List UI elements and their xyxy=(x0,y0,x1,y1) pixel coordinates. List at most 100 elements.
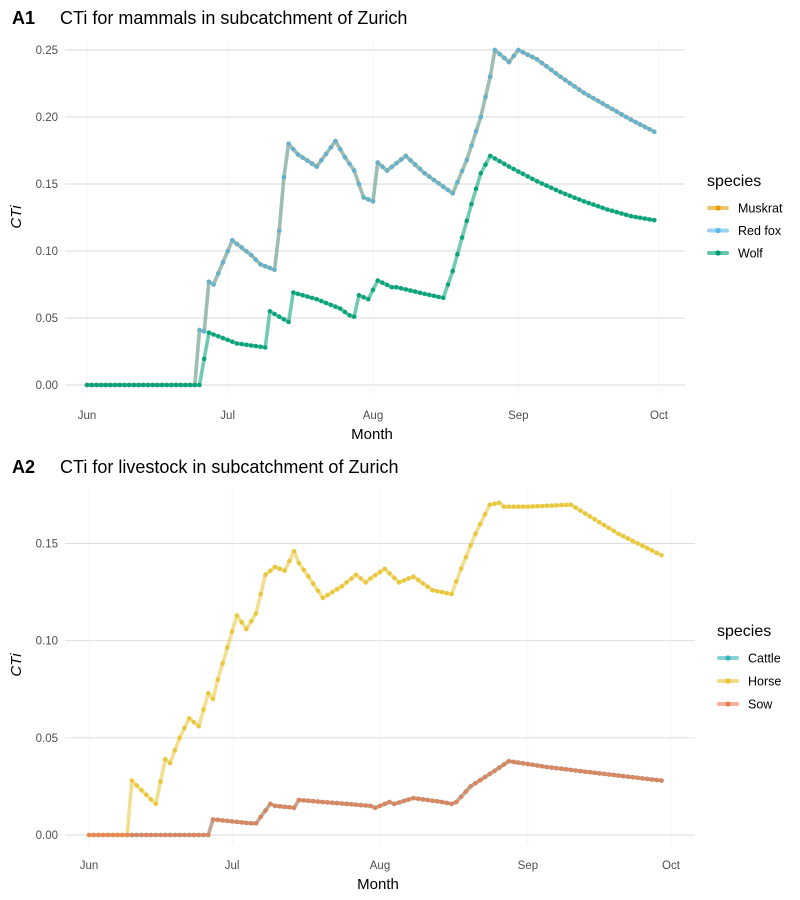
data-point-wolf xyxy=(548,185,554,191)
data-point-red-fox xyxy=(464,157,470,163)
x-tick-labels-a1: Jun Jul Aug Sep Oct xyxy=(78,410,669,422)
data-point-wolf xyxy=(600,205,605,211)
series-lines-a2 xyxy=(87,500,664,837)
legend-label-wolf: Wolf xyxy=(738,247,763,261)
data-point-horse xyxy=(549,503,554,508)
data-point-wolf xyxy=(403,287,409,292)
data-point-wolf xyxy=(262,345,268,350)
data-point-sow xyxy=(411,795,416,801)
data-point-wolf xyxy=(103,382,109,388)
data-point-wolf xyxy=(412,289,418,294)
data-point-horse xyxy=(248,619,254,624)
data-point-horse xyxy=(382,566,388,572)
data-point-wolf xyxy=(248,343,254,348)
legend-a1: species Muskrat Red fox Wolf xyxy=(707,173,783,261)
data-point-wolf xyxy=(145,382,151,388)
data-point-wolf xyxy=(487,153,493,159)
data-point-red-fox xyxy=(267,265,273,271)
data-point-wolf xyxy=(497,158,502,164)
data-point-red-fox xyxy=(637,122,643,127)
data-point-wolf xyxy=(211,332,216,337)
data-point-red-fox xyxy=(366,197,371,202)
data-point-wolf xyxy=(309,295,315,301)
data-point-red-fox xyxy=(323,151,329,157)
data-point-wolf xyxy=(581,199,587,204)
data-point-horse xyxy=(153,801,159,807)
data-point-sow xyxy=(358,802,364,808)
series-line-horse xyxy=(87,500,664,837)
data-point-sow xyxy=(172,832,178,838)
data-point-red-fox xyxy=(473,129,479,134)
data-point-sow xyxy=(377,803,383,809)
legend-label-sow: Sow xyxy=(748,698,773,712)
data-point-wolf xyxy=(84,382,90,388)
data-point-wolf xyxy=(506,164,512,169)
data-point-horse xyxy=(315,588,321,594)
data-point-wolf xyxy=(422,291,427,297)
data-point-wolf xyxy=(558,189,563,195)
gridlines-a1 xyxy=(65,40,685,395)
data-point-sow xyxy=(272,803,278,809)
y-tick-label: 0.25 xyxy=(36,45,58,57)
data-point-red-fox xyxy=(403,153,409,159)
data-point-horse xyxy=(210,696,216,702)
data-point-red-fox xyxy=(244,249,249,254)
data-point-horse xyxy=(587,514,593,519)
series-points-a1 xyxy=(84,47,657,388)
data-point-wolf xyxy=(286,319,291,325)
data-point-red-fox xyxy=(258,262,263,267)
data-point-sow xyxy=(210,817,216,822)
data-point-sow xyxy=(372,805,378,811)
data-point-red-fox xyxy=(347,161,352,167)
series-points-a2 xyxy=(86,500,664,838)
data-point-sow xyxy=(482,774,488,780)
data-point-horse xyxy=(434,588,440,594)
data-point-red-fox xyxy=(305,158,310,163)
data-point-horse xyxy=(392,575,397,581)
data-point-horse xyxy=(621,533,626,539)
data-point-red-fox xyxy=(276,228,282,234)
data-point-sow xyxy=(363,803,369,808)
data-point-red-fox xyxy=(609,106,615,112)
data-point-sow xyxy=(487,771,493,777)
data-point-horse xyxy=(501,504,507,510)
data-point-red-fox xyxy=(286,141,291,147)
data-point-wolf xyxy=(337,306,343,311)
data-point-wolf xyxy=(483,162,488,167)
data-point-sow xyxy=(91,832,97,838)
panel-tag-a2: A2 xyxy=(12,457,35,477)
data-point-horse xyxy=(363,580,369,585)
data-point-horse xyxy=(454,579,459,584)
data-point-horse xyxy=(649,548,655,553)
data-point-horse xyxy=(559,502,564,508)
data-point-red-fox xyxy=(605,104,610,109)
data-point-sow xyxy=(616,773,621,778)
data-point-sow xyxy=(253,821,259,826)
data-point-red-fox xyxy=(206,279,212,285)
chart-title-a1: CTi for mammals in subcatchment of Zuric… xyxy=(60,8,407,28)
data-point-sow xyxy=(153,832,159,838)
data-point-sow xyxy=(196,832,201,838)
data-point-wolf xyxy=(291,290,296,295)
legend-key-muskrat xyxy=(707,205,729,211)
data-point-sow xyxy=(434,799,440,804)
data-point-sow xyxy=(406,797,411,802)
x-tick-label: Jul xyxy=(225,860,240,872)
data-point-red-fox xyxy=(281,175,287,180)
data-point-wolf xyxy=(595,203,601,209)
x-axis-title-a1: Month xyxy=(351,426,393,443)
data-point-wolf xyxy=(637,215,643,221)
legend-title-a1: species xyxy=(707,173,761,190)
data-point-horse xyxy=(172,748,178,753)
data-point-horse xyxy=(625,536,631,541)
x-tick-label: Aug xyxy=(370,860,390,872)
data-point-wolf xyxy=(305,294,310,299)
data-point-wolf xyxy=(473,186,479,191)
panel-a2: A2 CTi for livestock in subcatchment of … xyxy=(8,457,781,893)
data-point-horse xyxy=(563,502,569,508)
data-point-wolf xyxy=(394,284,399,290)
data-point-wolf xyxy=(192,382,198,388)
data-point-sow xyxy=(134,832,139,838)
data-point-horse xyxy=(492,501,497,507)
data-point-sow xyxy=(330,800,335,805)
